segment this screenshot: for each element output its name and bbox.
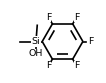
Text: F: F: [74, 13, 79, 22]
Text: OH: OH: [29, 49, 43, 58]
Text: F: F: [46, 13, 51, 22]
Text: Si: Si: [32, 37, 40, 46]
Text: F: F: [46, 61, 51, 70]
Text: F: F: [88, 37, 93, 46]
Text: F: F: [74, 61, 79, 70]
